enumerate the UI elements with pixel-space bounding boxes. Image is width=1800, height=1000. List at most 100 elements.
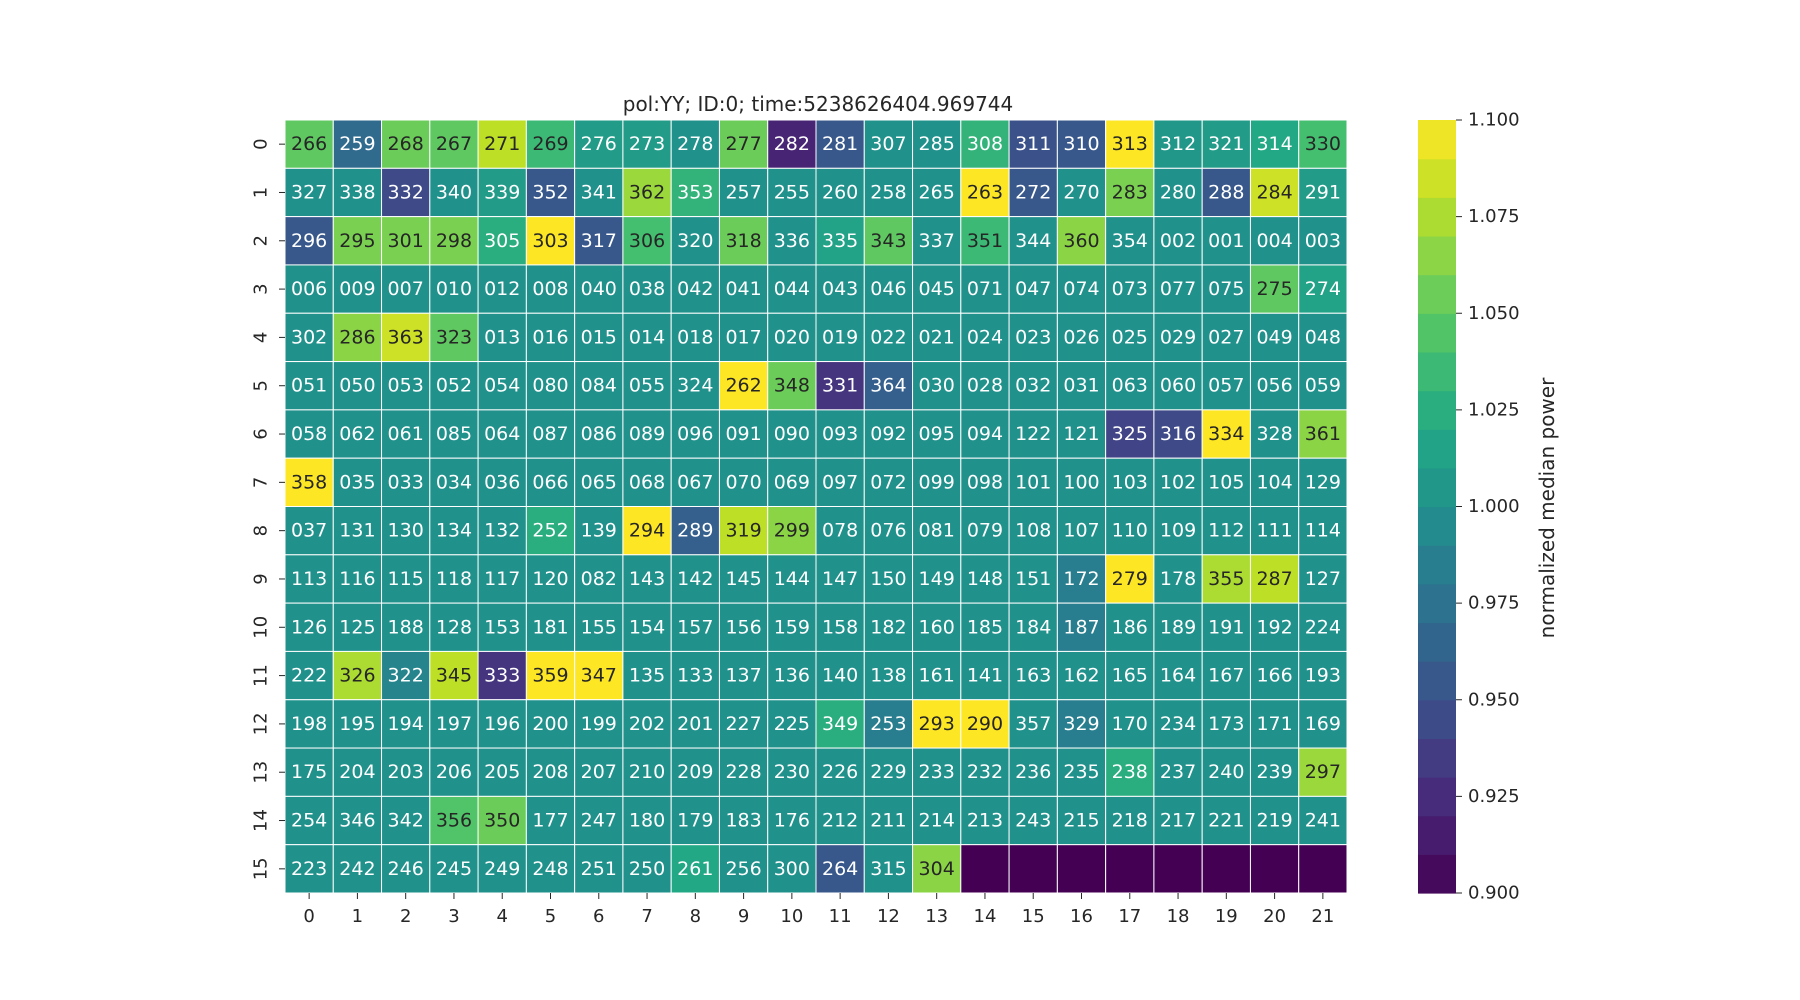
heatmap-cell: [332, 506, 383, 556]
x-tick-label: 4: [497, 906, 508, 927]
cell-annotation: 054: [484, 375, 520, 397]
cell-annotation: 224: [1305, 616, 1341, 638]
heatmap-cell: [1298, 312, 1348, 363]
cell-annotation: 176: [774, 810, 810, 832]
cell-annotation: 026: [1063, 326, 1099, 348]
cell-annotation: 286: [339, 326, 375, 348]
heatmap-cell: [1153, 361, 1203, 411]
cell-annotation: 278: [677, 133, 713, 155]
heatmap-cell: [622, 554, 672, 604]
cell-annotation: 192: [1256, 616, 1292, 638]
colorbar-segment: [1418, 545, 1456, 585]
heatmap-cell: [1201, 409, 1251, 459]
cell-annotation: 280: [1160, 181, 1196, 203]
cell-annotation: 294: [629, 520, 665, 542]
cell-annotation: 100: [1063, 471, 1099, 493]
x-tick-label: 15: [1022, 906, 1045, 927]
y-tick-label: 3: [251, 283, 272, 294]
cell-annotation: 316: [1160, 423, 1196, 445]
x-tick-label: 10: [780, 906, 803, 927]
cell-annotation: 355: [1208, 568, 1244, 590]
x-tick-label: 0: [303, 906, 314, 927]
heatmap-cell: [1056, 747, 1107, 797]
cell-annotation: 222: [291, 665, 327, 687]
cell-annotation: 150: [870, 568, 906, 590]
cell-annotation: 234: [1160, 713, 1196, 735]
cell-annotation: 188: [388, 616, 424, 638]
cell-annotation: 237: [1160, 761, 1196, 783]
cell-annotation: 045: [919, 278, 955, 300]
heatmap-cell: [622, 747, 672, 797]
heatmap-cell: [1056, 167, 1107, 218]
cell-annotation: 117: [484, 568, 520, 590]
heatmap-cell: [912, 312, 962, 363]
cell-annotation: 330: [1305, 133, 1341, 155]
heatmap-cell: [525, 795, 576, 846]
heatmap-cell: [1153, 409, 1203, 459]
cell-annotation: 175: [291, 761, 327, 783]
heatmap-cell: [1249, 554, 1300, 604]
heatmap-cell: [1008, 650, 1058, 701]
cell-annotation: 090: [774, 423, 810, 445]
cell-annotation: 232: [967, 761, 1003, 783]
cell-annotation: 126: [291, 616, 327, 638]
heatmap-cell: [622, 602, 672, 652]
cell-annotation: 031: [1063, 375, 1099, 397]
y-tick-label: 4: [251, 332, 272, 343]
cell-annotation: 081: [919, 520, 955, 542]
cell-annotation: 263: [967, 181, 1003, 203]
cell-annotation: 282: [774, 133, 810, 155]
heatmap-cell: [1298, 650, 1348, 701]
cell-annotation: 288: [1208, 181, 1244, 203]
heatmap-cell: [1056, 312, 1107, 363]
heatmap-cell: [815, 602, 865, 652]
cell-annotation: 014: [629, 326, 665, 348]
cell-annotation: 262: [725, 375, 761, 397]
cell-annotation: 097: [822, 471, 858, 493]
cell-annotation: 297: [1305, 761, 1341, 783]
cell-annotation: 252: [532, 520, 568, 542]
cell-annotation: 072: [870, 471, 906, 493]
cell-annotation: 320: [677, 230, 713, 252]
cell-annotation: 194: [388, 713, 424, 735]
cell-annotation: 171: [1256, 713, 1292, 735]
cell-annotation: 296: [291, 230, 327, 252]
heatmap-cell: [574, 312, 624, 363]
heatmap-cell: [1298, 844, 1348, 894]
heatmap-cell: [1298, 554, 1348, 604]
heatmap-cell: [477, 699, 527, 749]
heatmap-cell: [477, 167, 527, 218]
heatmap-cell: [718, 264, 769, 314]
cell-annotation: 226: [822, 761, 858, 783]
cell-annotation: 315: [870, 858, 906, 880]
cell-annotation: 095: [919, 423, 955, 445]
cell-annotation: 158: [822, 616, 858, 638]
colorbar-segment: [1418, 738, 1456, 778]
heatmap-cell: [1201, 119, 1251, 169]
heatmap-cell: [574, 506, 624, 556]
cell-annotation: 242: [339, 858, 375, 880]
cell-annotation: 205: [484, 761, 520, 783]
heatmap-cell: [767, 264, 817, 314]
heatmap-cell: [912, 844, 962, 894]
cell-annotation: 221: [1208, 810, 1244, 832]
colorbar-segment: [1418, 235, 1456, 276]
heatmap-cell: [622, 361, 672, 411]
cell-annotation: 139: [581, 520, 617, 542]
x-tick-label: 18: [1167, 906, 1190, 927]
cell-annotation: 342: [388, 810, 424, 832]
colorbar-segment: [1418, 351, 1456, 392]
heatmap-cell: [429, 216, 479, 266]
cell-annotation: 298: [436, 230, 472, 252]
heatmap-cell: [1201, 506, 1251, 556]
cell-annotation: 313: [1112, 133, 1148, 155]
cell-annotation: 131: [339, 520, 375, 542]
heatmap-cell: [1298, 264, 1348, 314]
heatmap-cell: [1008, 602, 1058, 652]
heatmap-cell: [1153, 506, 1203, 556]
cell-annotation: 159: [774, 616, 810, 638]
y-tick-label: 13: [251, 761, 272, 784]
heatmap-cell: [1201, 167, 1251, 218]
heatmap-cell: [912, 650, 962, 701]
cell-annotation: 338: [339, 181, 375, 203]
